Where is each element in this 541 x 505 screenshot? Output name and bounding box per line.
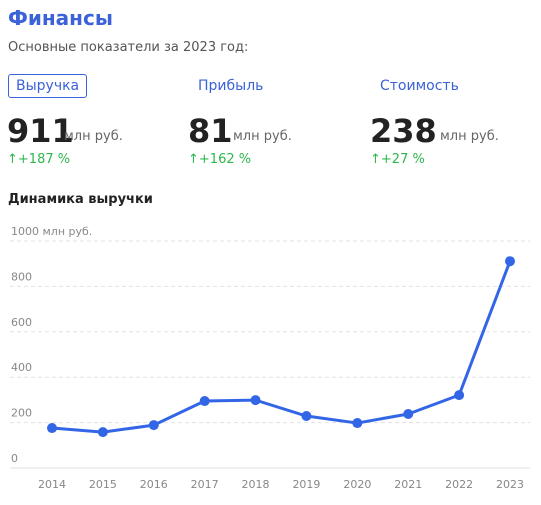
up-arrow: ↑ [188, 152, 199, 167]
subtitle: Основные показатели за 2023 год: [8, 40, 249, 55]
metric-value: 81 [188, 112, 233, 150]
page-title: Финансы [8, 6, 113, 30]
x-tick-label: 2018 [242, 478, 270, 491]
up-arrow: ↑ [370, 152, 381, 167]
point [47, 423, 57, 434]
x-tick-label: 2017 [191, 478, 219, 491]
tab[interactable]: Прибыль [198, 78, 264, 94]
metric-change: ↑+162 % [188, 152, 251, 167]
x-tick-label: 2020 [343, 478, 371, 491]
y-tick-label: 800 [11, 270, 32, 283]
line [51, 260, 512, 434]
metric-unit: млн руб. [64, 129, 123, 144]
point [199, 396, 210, 407]
point [250, 395, 261, 406]
point [97, 427, 108, 438]
metric-unit: млн руб. [233, 129, 292, 144]
change-text: +187 % [17, 152, 71, 167]
point [403, 408, 414, 419]
x-tick-label: 2021 [394, 478, 422, 491]
change-text: +27 % [380, 152, 425, 167]
tab[interactable]: Стоимость [380, 78, 459, 94]
y-tick-label: 600 [11, 316, 32, 329]
metric-value: 911 [7, 112, 74, 150]
x-tick-label: 2016 [140, 478, 168, 491]
x-tick-label: 2014 [38, 478, 66, 491]
chart-title: Динамика выручки [8, 192, 153, 207]
change-text: +162 % [198, 152, 252, 167]
point [301, 411, 312, 422]
tab[interactable]: Выручка [8, 74, 88, 98]
x-tick-label: 2015 [89, 478, 117, 491]
up-arrow: ↑ [7, 152, 18, 167]
y-tick-label: 1000 млн руб. [11, 225, 92, 238]
x-tick-label: 2023 [496, 478, 524, 491]
metric-unit: млн руб. [440, 129, 499, 144]
x-tick-label: 2019 [292, 478, 320, 491]
metric-value: 238 [370, 112, 437, 150]
y-tick-label: 200 [11, 407, 32, 420]
metric-change: ↑+187 % [7, 152, 70, 167]
point [148, 420, 159, 431]
point [454, 390, 465, 401]
point [352, 418, 363, 429]
y-tick-label: 400 [11, 361, 32, 374]
point [505, 256, 515, 267]
metric-change: ↑+27 % [370, 152, 425, 167]
y-tick-label: 0 [11, 452, 18, 465]
x-tick-label: 2022 [445, 478, 473, 491]
